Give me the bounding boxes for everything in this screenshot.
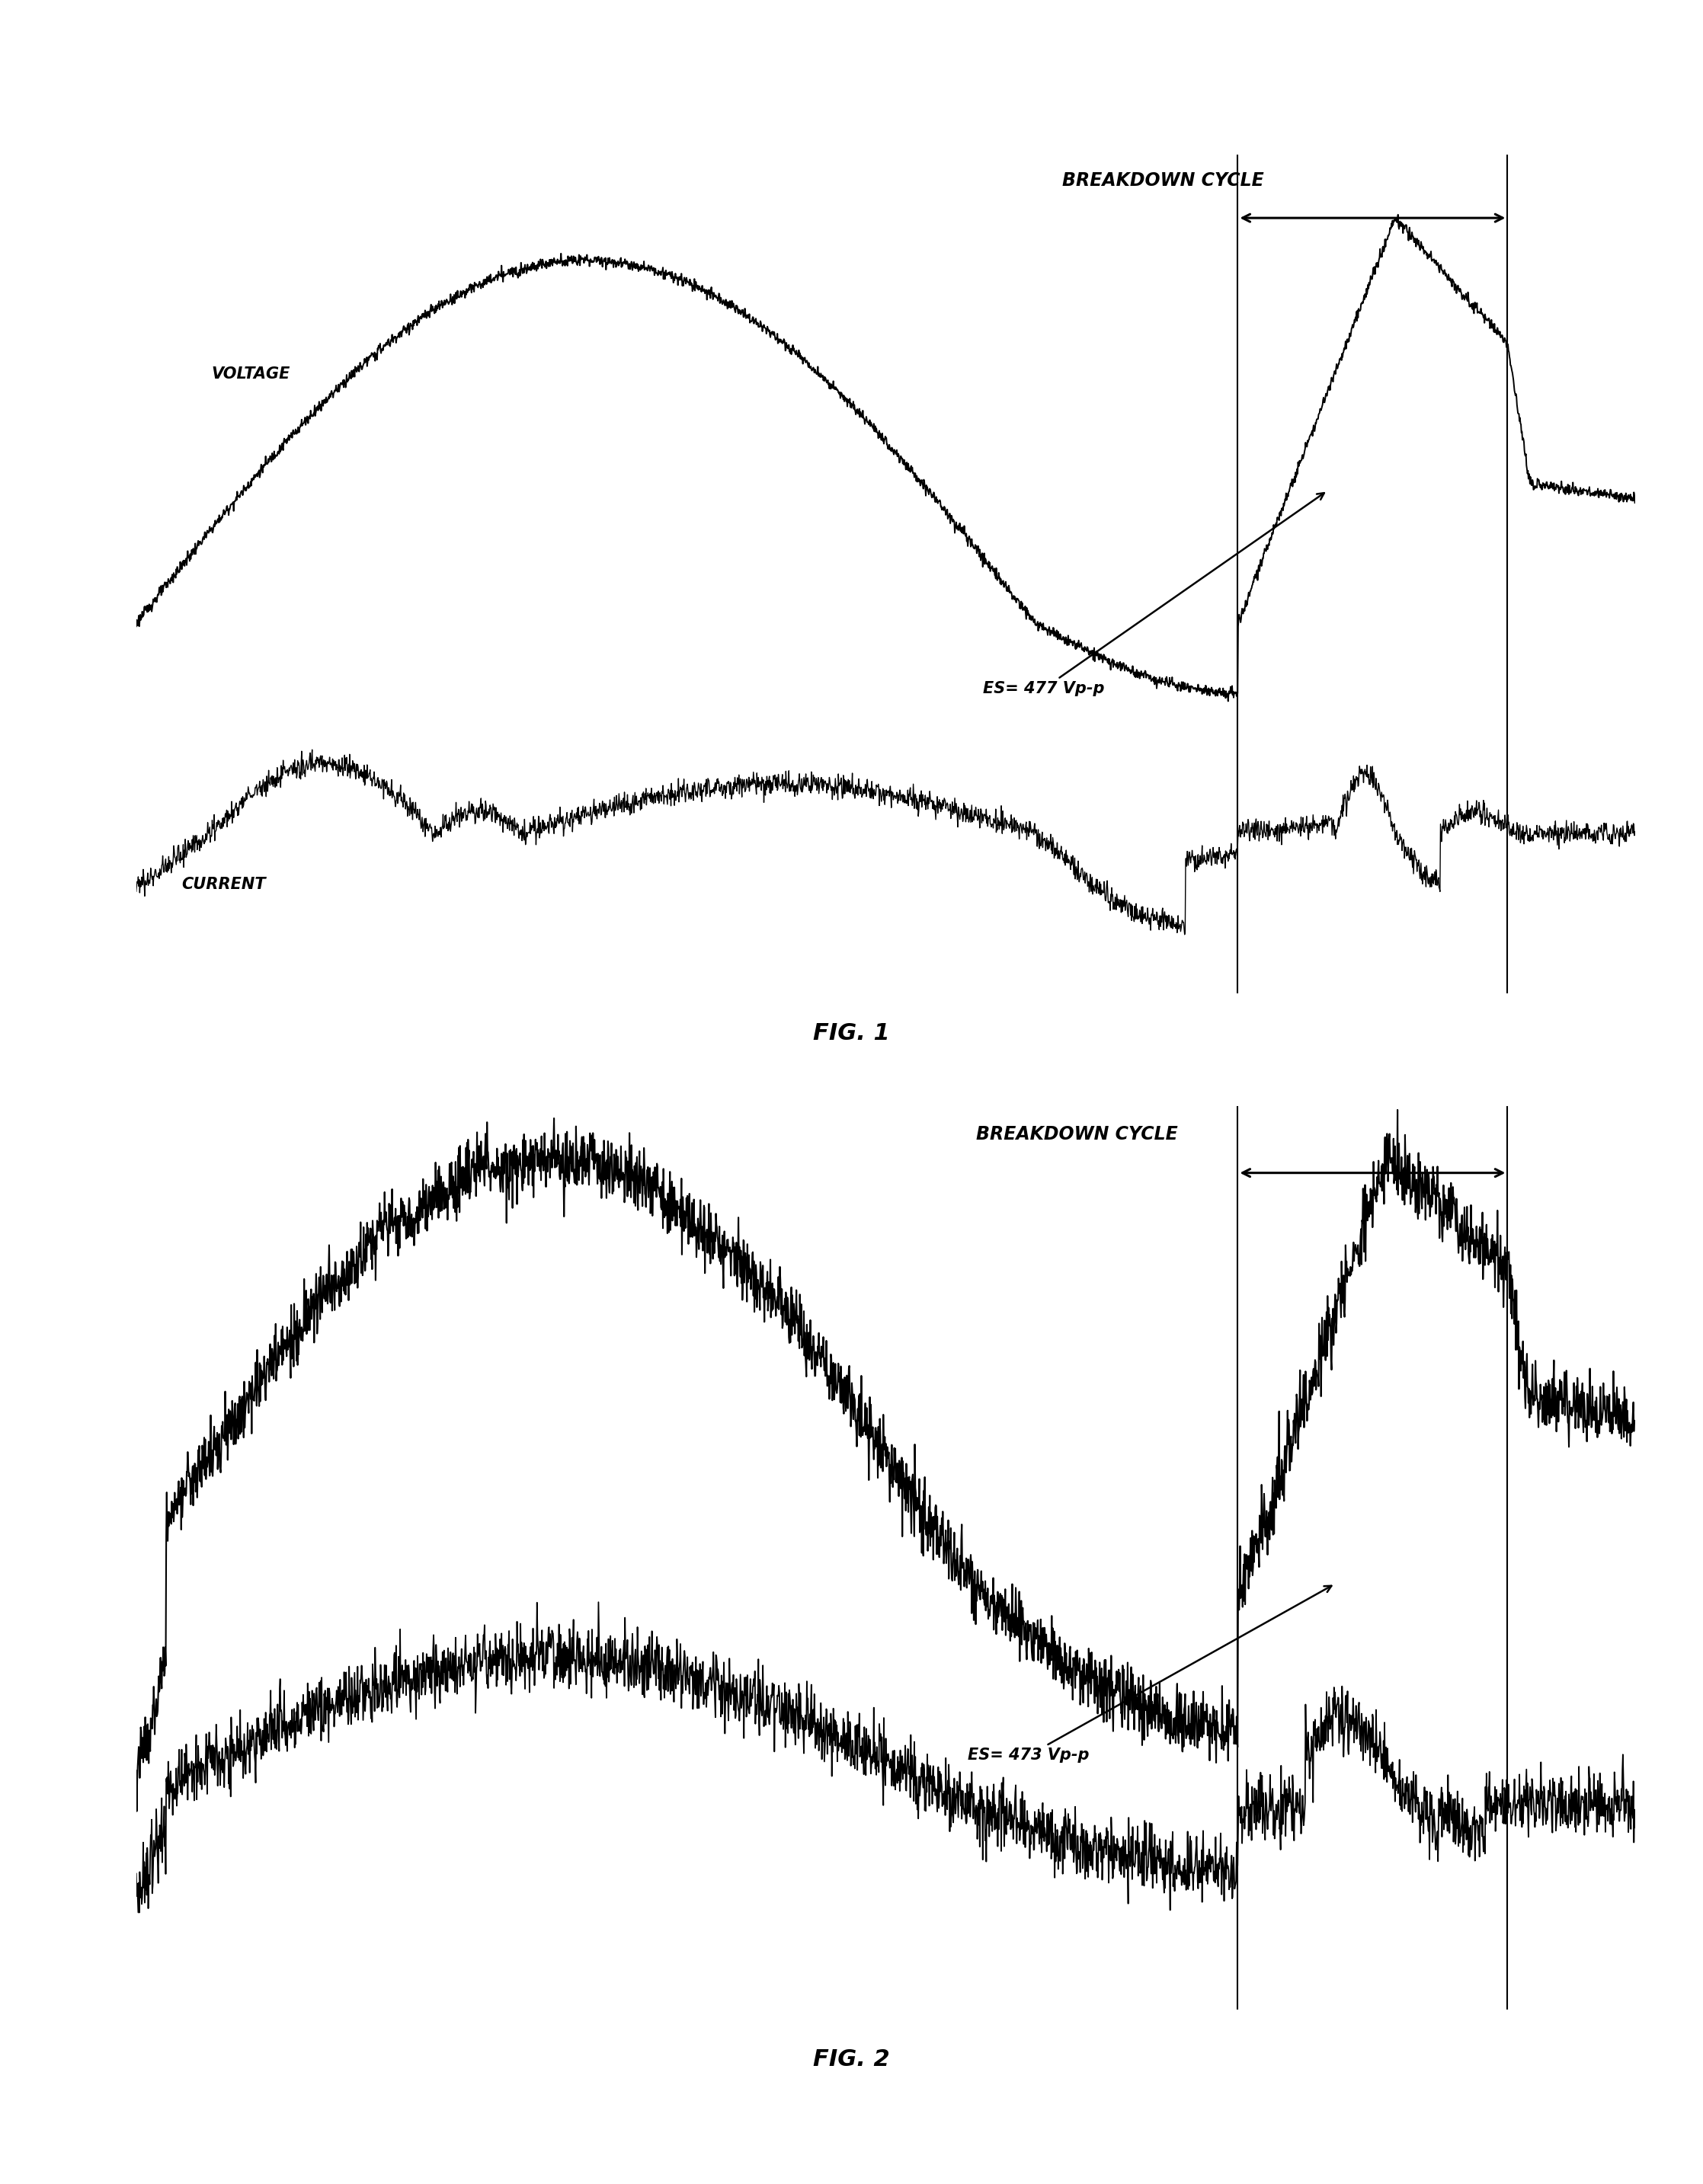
Text: FIG. 2: FIG. 2: [812, 2049, 891, 2070]
Text: ES= 477 Vp-p: ES= 477 Vp-p: [983, 494, 1325, 697]
Text: ES= 473 Vp-p: ES= 473 Vp-p: [967, 1586, 1332, 1762]
Text: VOLTAGE: VOLTAGE: [211, 367, 290, 382]
Text: FIG. 1: FIG. 1: [812, 1022, 891, 1044]
Text: CURRENT: CURRENT: [181, 876, 266, 891]
Text: BREAKDOWN CYCLE: BREAKDOWN CYCLE: [1063, 173, 1264, 190]
Text: BREAKDOWN CYCLE: BREAKDOWN CYCLE: [976, 1125, 1178, 1144]
